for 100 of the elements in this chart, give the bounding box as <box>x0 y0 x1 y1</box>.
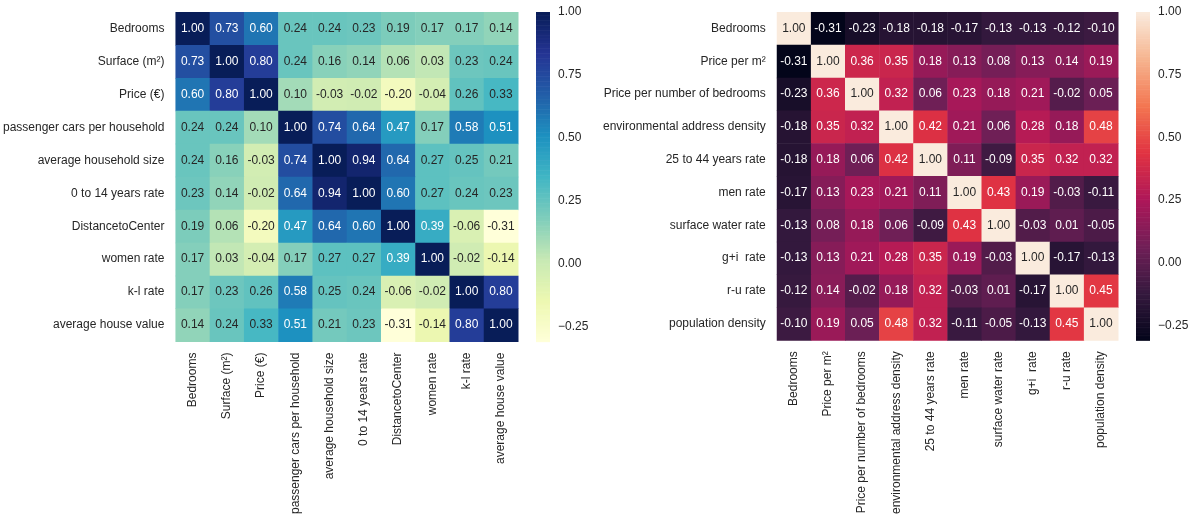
color-bar-label: 0.50 <box>1158 129 1182 144</box>
data-label: 0.58 <box>283 284 308 299</box>
data-label: 1.00 <box>1089 316 1113 331</box>
data-label: 0.19 <box>386 20 411 35</box>
x-tick-label: Surface (m²) <box>219 352 234 420</box>
data-label: 0.24 <box>283 53 308 68</box>
data-label: 0.39 <box>420 218 445 233</box>
data-label: -0.20 <box>384 86 413 101</box>
data-label: 1.00 <box>884 119 909 134</box>
data-label: -0.31 <box>780 53 808 68</box>
data-label: 0.11 <box>919 184 942 199</box>
data-label: -0.03 <box>247 152 276 167</box>
data-label: 0.13 <box>816 184 840 199</box>
data-label: 1.00 <box>489 317 513 332</box>
data-label: 0.73 <box>180 53 205 68</box>
x-tick-label: 0 to 14 years rate <box>356 352 371 446</box>
data-label: 0.17 <box>454 20 479 35</box>
data-label: 0.32 <box>884 86 909 101</box>
data-label: 0.58 <box>454 119 479 134</box>
data-label: 0.18 <box>816 152 840 167</box>
data-label: 0.35 <box>1021 152 1045 167</box>
data-label: -0.10 <box>780 316 808 331</box>
data-label: 1.00 <box>180 20 205 35</box>
color-bar-label: 0.75 <box>1158 66 1182 81</box>
y-tick-label: Price per m² <box>700 53 766 68</box>
y-tick-label: Surface (m²) <box>97 53 165 68</box>
data-label: 0.08 <box>986 53 1011 68</box>
data-label: -0.23 <box>848 20 877 35</box>
data-label: 0.28 <box>1021 119 1045 134</box>
data-label: -0.17 <box>780 184 808 199</box>
data-label: 0.06 <box>986 119 1011 134</box>
data-label: -0.18 <box>882 20 911 35</box>
y-tick-label: environmental address density <box>602 119 766 134</box>
x-tick-label: passenger cars per household <box>287 352 302 514</box>
y-tick-label: Price (€) <box>119 86 165 101</box>
data-label: 0.36 <box>816 86 840 101</box>
data-label: -0.02 <box>452 251 481 266</box>
x-tick-label: women rate <box>424 352 439 417</box>
data-label: -0.14 <box>487 251 515 266</box>
data-label: -0.05 <box>1087 217 1115 232</box>
data-label: 0.18 <box>850 217 875 232</box>
x-tick-label: g+i rate <box>1025 350 1039 395</box>
data-label: 0.24 <box>489 53 513 68</box>
data-label: 0.26 <box>454 86 479 101</box>
data-label: 0.23 <box>850 184 875 199</box>
data-label: -0.02 <box>418 284 447 299</box>
data-label: 0.64 <box>352 119 376 134</box>
data-label: 0.25 <box>317 284 342 299</box>
data-label: 0.13 <box>1021 53 1045 68</box>
data-label: 1.00 <box>1021 250 1045 265</box>
data-label: 0.18 <box>986 86 1011 101</box>
data-label: 0.23 <box>352 317 376 332</box>
data-label: -0.17 <box>1053 250 1081 265</box>
x-tick-label: Price (€) <box>253 352 268 398</box>
data-label: -0.04 <box>418 86 447 101</box>
data-label: 0.64 <box>386 152 411 167</box>
data-label: -0.17 <box>1019 283 1047 298</box>
data-label: 0.01 <box>986 283 1011 298</box>
data-label: 0.42 <box>884 152 909 167</box>
x-tick-label: r-u rate <box>1059 350 1074 390</box>
x-tick-label: DistancetoCenter <box>390 352 405 446</box>
data-label: 0.80 <box>249 53 274 68</box>
data-label: 0.11 <box>953 152 976 167</box>
x-tick-label: 25 to 44 years rate <box>922 350 937 452</box>
data-label: 0.35 <box>816 119 840 134</box>
data-label: 0.43 <box>986 184 1011 199</box>
y-tick-label: passenger cars per household <box>3 119 165 134</box>
data-label: -0.31 <box>384 317 413 332</box>
data-label: 1.00 <box>952 184 977 199</box>
data-label: -0.03 <box>984 250 1013 265</box>
data-label: 0.14 <box>1055 53 1079 68</box>
data-label: 0.19 <box>180 218 205 233</box>
data-label: 0.19 <box>816 316 840 331</box>
data-label: 0.23 <box>180 185 205 200</box>
data-label: 0.24 <box>215 317 239 332</box>
y-tick-label: average house value <box>53 317 165 332</box>
data-label: -0.23 <box>780 86 808 101</box>
data-label: 0.35 <box>884 53 909 68</box>
y-tick-label: r-u rate <box>727 283 767 298</box>
data-label: 1.00 <box>386 218 411 233</box>
data-label: -0.02 <box>848 283 877 298</box>
data-label: 0.51 <box>283 317 308 332</box>
color-bar-label: −0.25 <box>558 318 589 333</box>
data-label: 0.32 <box>1055 152 1079 167</box>
data-label: 1.00 <box>454 284 479 299</box>
data-label: 0.45 <box>1089 283 1113 298</box>
data-label: 0.27 <box>420 185 445 200</box>
data-label: 0.14 <box>816 283 840 298</box>
data-label: 1.00 <box>986 217 1011 232</box>
x-tick-label: Price per m² <box>820 351 835 417</box>
data-label: -0.13 <box>780 217 808 232</box>
data-label: -0.03 <box>950 283 979 298</box>
color-bar-label: 1.00 <box>558 4 582 19</box>
data-label: 0.23 <box>215 284 239 299</box>
data-label: 0.16 <box>215 152 239 167</box>
data-label: -0.17 <box>950 20 979 35</box>
data-label: 0.64 <box>317 218 342 233</box>
color-bar-label: 0.25 <box>1158 192 1182 207</box>
data-label: -0.05 <box>984 316 1013 331</box>
data-label: 0.48 <box>884 316 909 331</box>
